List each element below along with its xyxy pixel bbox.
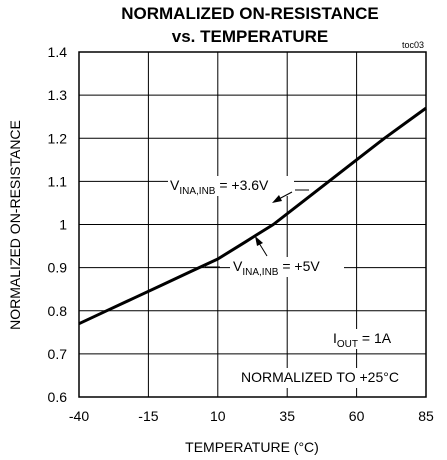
annotation-iout-sub: OUT <box>337 339 358 350</box>
annotation-iout: IOUT = 1A <box>333 330 392 350</box>
label-mask <box>330 329 406 349</box>
y-tick-label: 1.1 <box>48 173 68 189</box>
annotation-3v6-label: VINA,INB = +3.6V <box>170 177 269 197</box>
y-tick-label: 1.3 <box>48 87 68 103</box>
figure-id: toc03 <box>402 40 424 50</box>
annotation-5v-sub: INA,INB <box>242 267 278 278</box>
annotation-3v6-sub: INA,INB <box>179 186 215 197</box>
label-mask <box>238 368 398 388</box>
annotation-iout-main: I <box>333 330 337 346</box>
annotation-5v-arrowhead <box>255 236 263 246</box>
chart-title: NORMALIZED ON-RESISTANCE <box>121 4 379 23</box>
chart-subtitle: vs. TEMPERATURE <box>172 27 329 46</box>
annotation-3v6-rest: = +3.6V <box>215 177 269 193</box>
x-tick-label: 35 <box>279 408 295 424</box>
plot-frame <box>78 51 427 398</box>
annotation-5v-label: VINA,INB = +5V <box>233 258 320 278</box>
y-tick-label: 0.6 <box>48 389 68 405</box>
x-tick-label: -40 <box>69 408 89 424</box>
x-tick-label: 60 <box>349 408 365 424</box>
series-line <box>78 106 427 326</box>
tick-layer: -40 -15 10 35 60 85 0.6 0.7 0.8 0.9 1 1.1 1.2 1.3 1.4 <box>48 44 434 424</box>
grid-layer <box>79 52 426 397</box>
series-layer <box>78 106 427 326</box>
annotation-3v6-arrowhead <box>272 195 282 203</box>
annotation-iout-rest: = 1A <box>358 330 392 346</box>
x-tick-label: -15 <box>138 408 158 424</box>
y-axis-label: NORMALIZED ON-RESISTANCE <box>7 120 23 330</box>
label-mask <box>168 176 294 196</box>
label-mask <box>230 257 344 277</box>
x-tick-label: 85 <box>418 408 434 424</box>
x-axis-label: TEMPERATURE (°C) <box>185 439 319 455</box>
y-tick-label: 1.4 <box>48 44 68 60</box>
y-tick-label: 1.2 <box>48 130 68 146</box>
y-tick-label: 0.7 <box>48 346 68 362</box>
x-tick-label: 10 <box>210 408 226 424</box>
annotation-5v-main: V <box>233 258 243 274</box>
annotation-5v-arrow-line <box>258 242 268 257</box>
annotation-3v6-main: V <box>170 177 180 193</box>
y-tick-label: 0.8 <box>48 303 68 319</box>
y-tick-label: 0.9 <box>48 260 68 276</box>
y-tick-label: 1 <box>59 217 67 233</box>
annotation-5v-rest: = +5V <box>278 258 320 274</box>
annotation-normalized: NORMALIZED TO +25°C <box>241 369 399 385</box>
